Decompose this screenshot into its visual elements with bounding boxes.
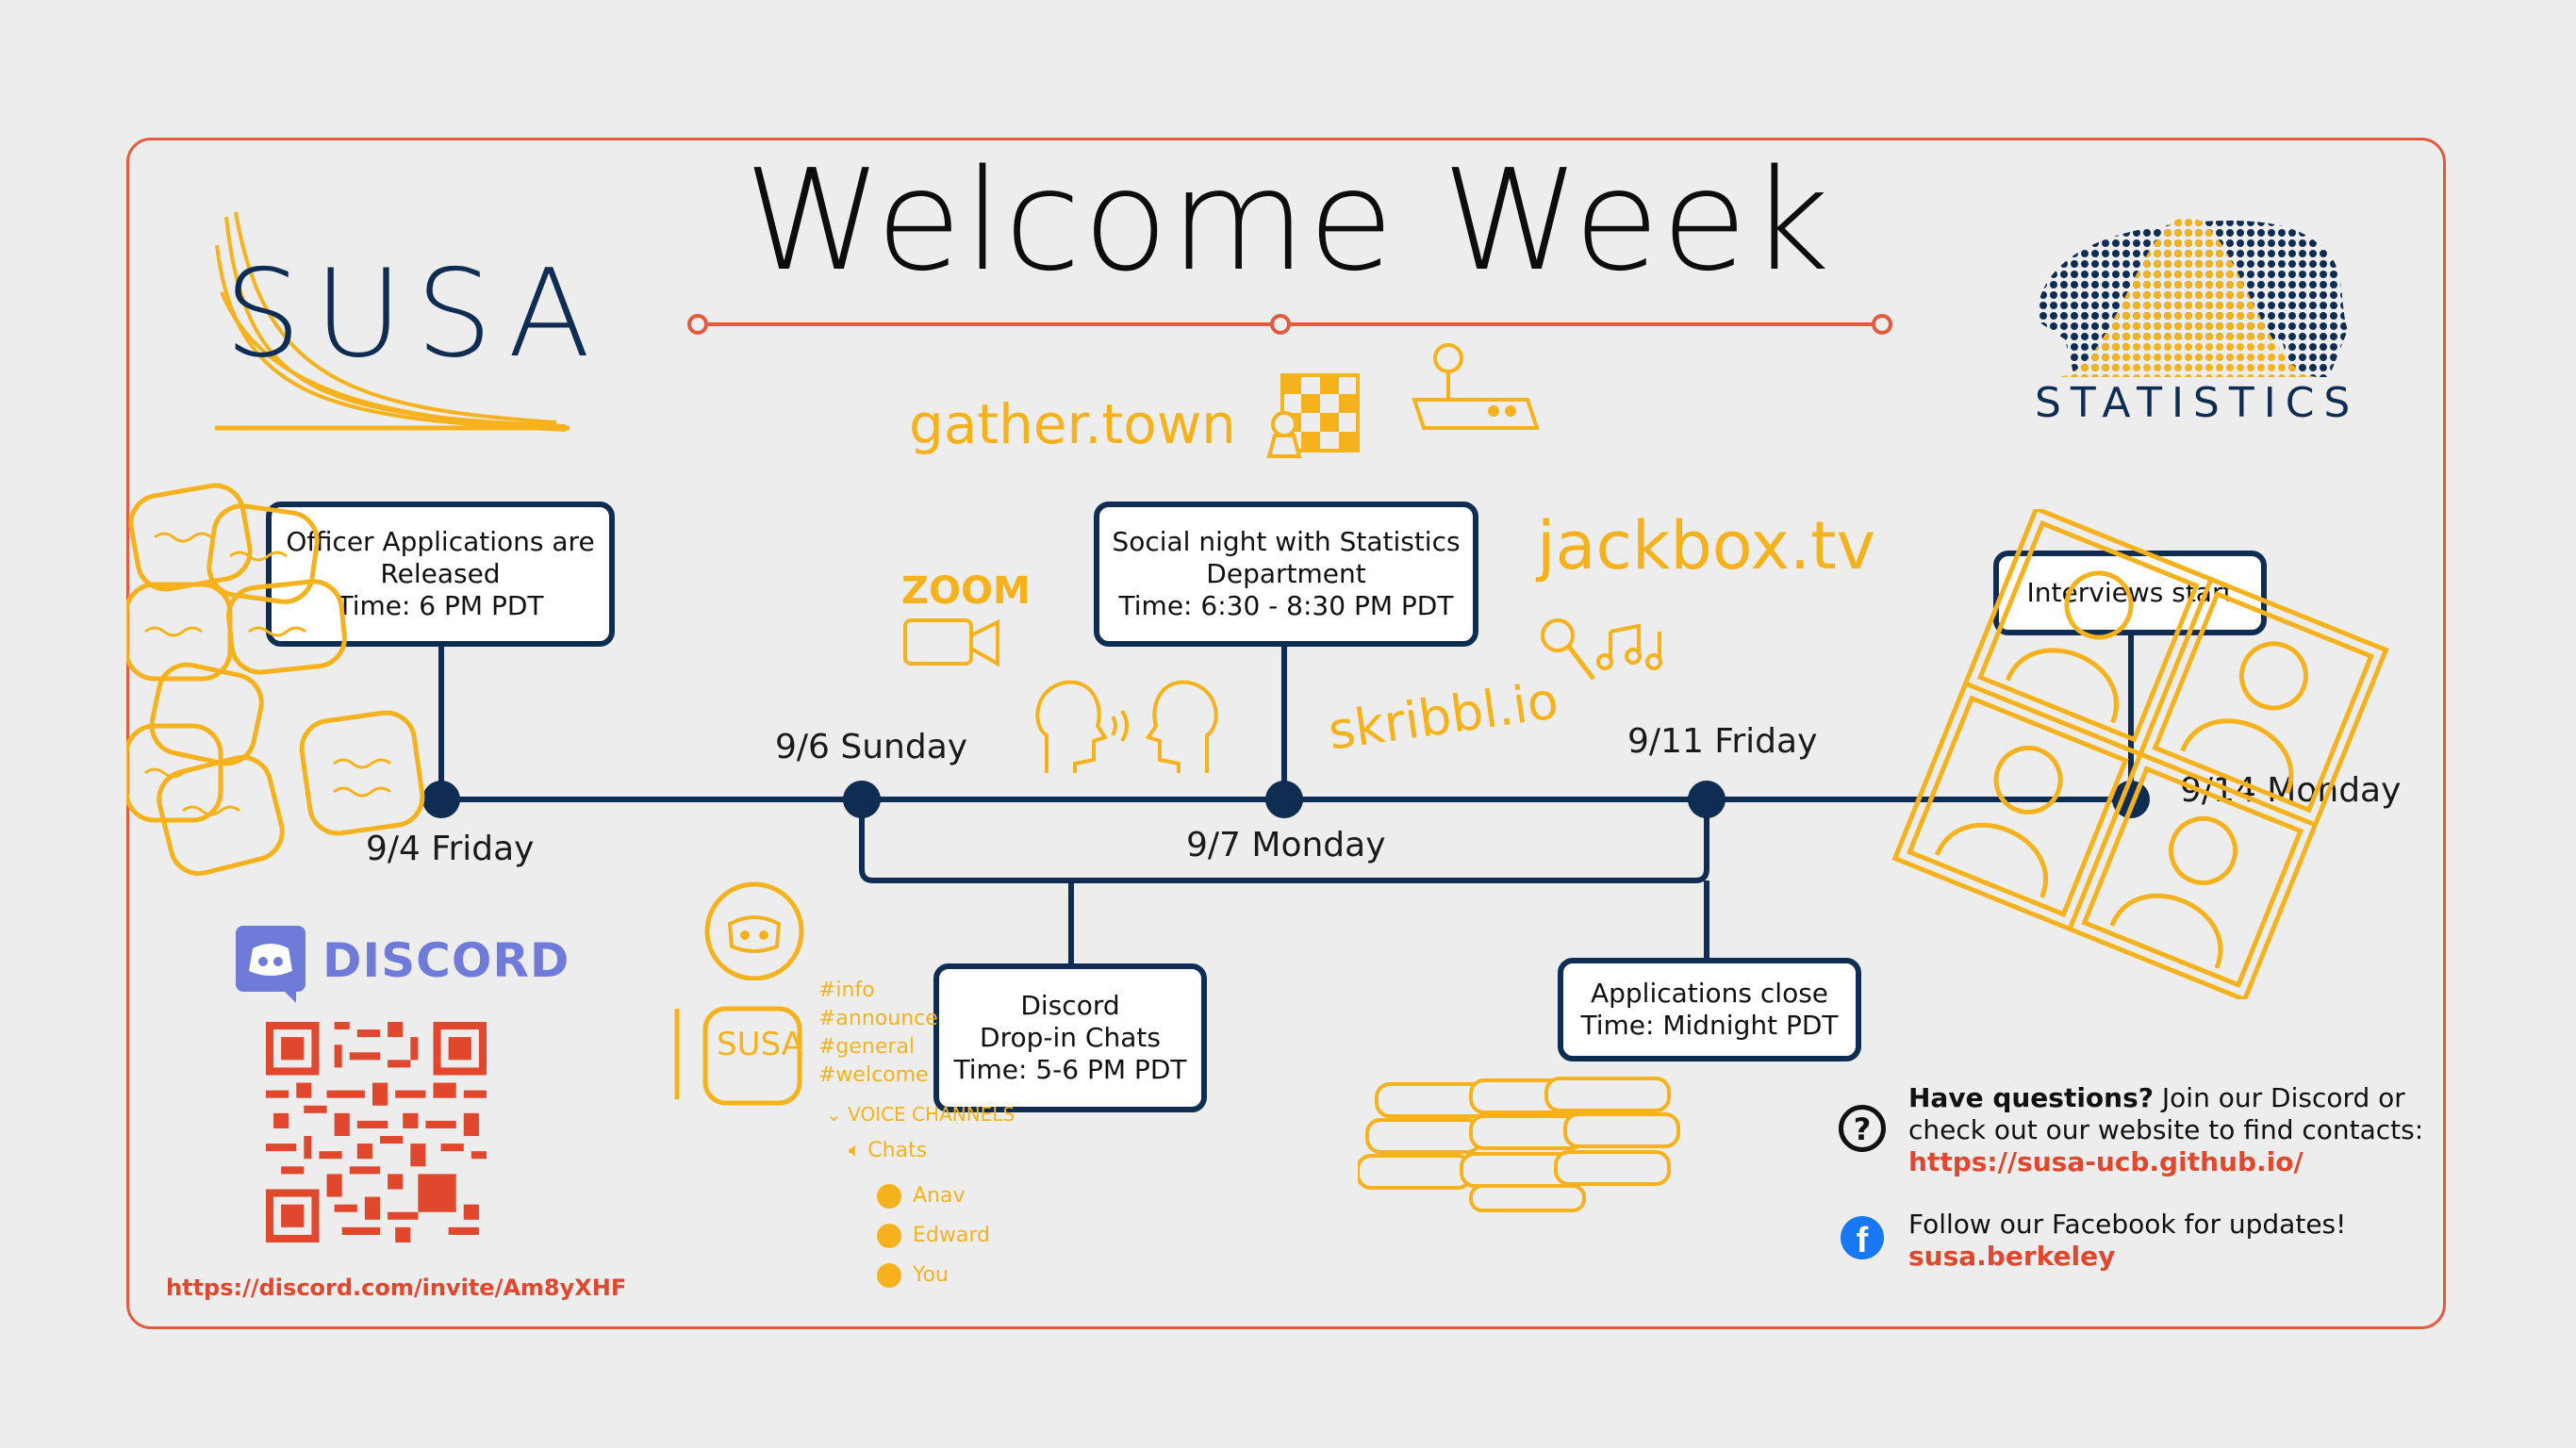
discord-invite-link[interactable]: https://discord.com/invite/Am8yXHF: [166, 1275, 627, 1301]
jackbox-doodle: jackbox.tv: [1537, 507, 1876, 584]
karaoke-music-icon: [1541, 618, 1662, 681]
facebook-block: Follow our Facebook for updates! susa.be…: [1908, 1209, 2346, 1273]
talking-heads-icon: [1035, 680, 1218, 773]
date-label: 9/6 Sunday: [775, 728, 968, 766]
questions-heading: Have questions?: [1908, 1082, 2155, 1113]
member-name: Anav: [913, 1184, 966, 1208]
facebook-handle-link[interactable]: susa.berkeley: [1908, 1241, 2116, 1272]
joystick-icon: [1412, 343, 1540, 430]
voice-room-label: Chats: [867, 1139, 928, 1162]
facebook-text: Follow our Facebook for updates!: [1908, 1209, 2347, 1240]
event-line: Department: [1206, 558, 1366, 589]
discord-channel: #info: [818, 979, 875, 1002]
event-line: Applications close: [1590, 978, 1829, 1009]
zoom-camera-icon: [903, 618, 999, 667]
event-line: Time: Midnight PDT: [1580, 1010, 1839, 1041]
discord-wordmark: DISCORD: [322, 933, 570, 988]
voice-room: 🔈︎ Chats: [849, 1139, 928, 1162]
questions-block: Have questions? Join our Discord or chec…: [1908, 1082, 2423, 1178]
event-line: Time: 5-6 PM PDT: [953, 1054, 1187, 1085]
timeline-node-9-6: [843, 781, 881, 818]
questions-line-2: check out our website to find contacts:: [1908, 1114, 2424, 1145]
event-line: Released: [380, 558, 501, 589]
discord-server-icon: [704, 881, 804, 980]
discord-channel: #welcome: [818, 1063, 929, 1087]
discord-channel: #announce: [818, 1007, 938, 1030]
question-icon: ?: [1839, 1105, 1886, 1152]
member-name: You: [913, 1263, 949, 1287]
event-applications-close: Applications close Time: Midnight PDT: [1558, 958, 1861, 1061]
member-avatar: [877, 1184, 901, 1209]
taco-pile-illustration: [126, 483, 425, 877]
voice-channels-header: ⌄ VOICE CHANNELS: [826, 1103, 1016, 1126]
discord-logo-icon: [236, 926, 305, 1003]
video-call-grid-illustration: [1891, 509, 2389, 999]
event-social-night: Social night with Statistics Department …: [1094, 502, 1478, 647]
poster-frame: [126, 138, 2446, 1329]
page-title: Welcome Week: [744, 140, 1832, 302]
questions-text: Join our Discord or: [2154, 1082, 2405, 1113]
timeline-node-9-11: [1688, 781, 1726, 818]
voice-member: You: [877, 1256, 990, 1295]
timeline-node-9-7: [1265, 781, 1303, 818]
event-line: Drop-in Chats: [980, 1022, 1161, 1053]
event-line: Officer Applications are: [286, 526, 595, 557]
voice-channels-label: VOICE CHANNELS: [848, 1103, 1016, 1126]
date-label: 9/4 Friday: [366, 830, 535, 868]
member-name: Edward: [913, 1224, 990, 1247]
discord-sidebar-outline: [674, 1006, 802, 1106]
discord-channel-list: #info #announce #general #welcome: [818, 977, 938, 1090]
voice-member-list: Anav Edward You: [877, 1176, 990, 1295]
facebook-icon[interactable]: f: [1841, 1216, 1884, 1260]
event-officer-applications: Officer Applications are Released Time: …: [266, 502, 615, 647]
taco-stack-illustration: [1358, 1077, 1680, 1212]
timeline-node-9-4: [422, 781, 460, 818]
title-underline: [687, 314, 1892, 335]
date-label: 9/7 Monday: [1186, 826, 1386, 864]
voice-member: Edward: [877, 1216, 990, 1256]
event-line: Time: 6 PM PDT: [337, 590, 544, 621]
susa-server-label: SUSA: [717, 1026, 803, 1063]
susa-logo: SUSA: [224, 244, 604, 385]
event-line: Social night with Statistics: [1112, 526, 1461, 557]
date-label: 9/11 Friday: [1627, 722, 1818, 761]
discord-channel: #general: [818, 1035, 916, 1059]
event-line: Discord: [1020, 990, 1120, 1021]
zoom-doodle: ZOOM: [901, 569, 1031, 613]
susa-logo-curves: [215, 211, 570, 432]
event-discord-drop-in: Discord Drop-in Chats Time: 5-6 PM PDT: [933, 963, 1207, 1112]
statistics-logo-text: STATISTICS: [2035, 379, 2360, 427]
voice-member: Anav: [877, 1176, 990, 1216]
gather-town-doodle: gather.town: [909, 392, 1236, 456]
member-avatar: [877, 1263, 901, 1288]
event-line: Time: 6:30 - 8:30 PM PDT: [1118, 590, 1454, 621]
website-link[interactable]: https://susa-ucb.github.io/: [1908, 1146, 2304, 1177]
member-avatar: [877, 1224, 901, 1248]
chess-board-icon: [1266, 373, 1360, 458]
questions-line-1: Have questions? Join our Discord or: [1908, 1082, 2423, 1114]
discord-qr-code[interactable]: [266, 1022, 487, 1242]
statistics-bear-logo: [2037, 217, 2348, 377]
